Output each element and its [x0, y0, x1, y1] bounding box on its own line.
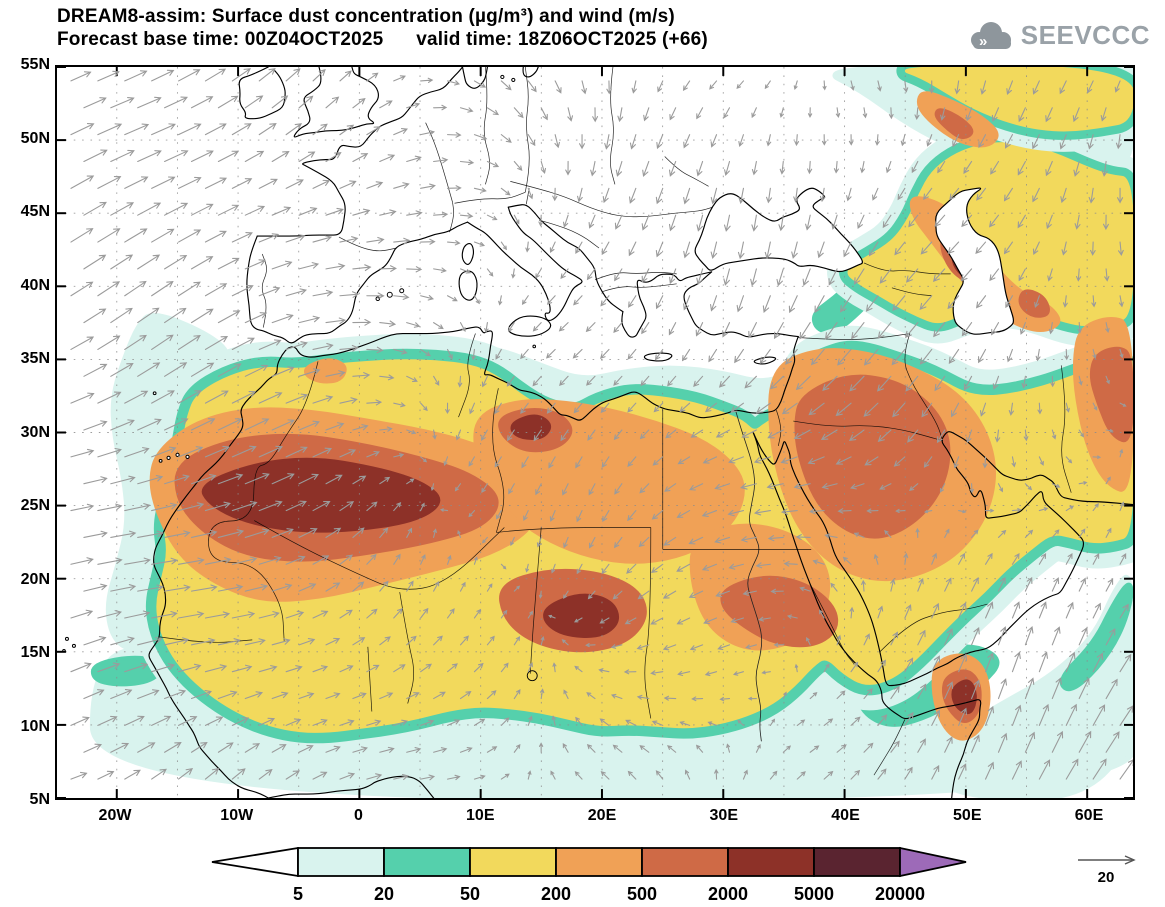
- colorbar-value-label-200: 200: [541, 884, 571, 904]
- colorbar-value-label-20000: 20000: [875, 884, 925, 904]
- colorbar-below-min-arrow: [211, 846, 299, 878]
- lat-tick-label-15N: 15N: [20, 644, 50, 661]
- svg-text:»: »: [979, 33, 987, 50]
- lat-tick-label-40N: 40N: [20, 276, 50, 294]
- lon-tick-label-10E: 10E: [466, 807, 495, 824]
- map-frame: [55, 65, 1135, 800]
- lon-tick-label-40E: 40E: [831, 807, 860, 824]
- lon-tick-label-0: 0: [354, 807, 363, 824]
- lat-tick-label-55N: 55N: [20, 56, 50, 73]
- lon-tick-label-10W: 10W: [220, 807, 254, 824]
- lon-tick-label-20E: 20E: [587, 807, 617, 824]
- lat-tick-label-35N: 35N: [20, 350, 50, 367]
- lon-tick-label-50E: 50E: [953, 807, 982, 824]
- colorbar-value-label-50: 50: [460, 884, 480, 904]
- colorbar-segment-3: [469, 847, 557, 877]
- dust-map: [57, 67, 1133, 798]
- colorbar-value-label-5000: 5000: [794, 884, 834, 904]
- country-borders: [159, 67, 1072, 776]
- wind-reference-arrow-icon: [1078, 855, 1136, 865]
- lat-tick-label-20N: 20N: [20, 570, 50, 588]
- lon-tick-label-30E: 30E: [709, 807, 738, 824]
- wind-reference-value: 20: [1098, 869, 1115, 886]
- lat-tick-label-5N: 5N: [29, 791, 50, 808]
- lat-tick-label-25N: 25N: [20, 497, 50, 514]
- frame-ticks: [57, 67, 1133, 798]
- logo-text: SEEVCCC: [1020, 20, 1150, 50]
- lon-tick-label-20W: 20W: [98, 807, 132, 824]
- colorbar-above-max-arrow: [899, 846, 967, 878]
- colorbar-value-label-500: 500: [627, 884, 657, 904]
- coastlines: [62, 67, 1133, 798]
- colorbar-segment-5: [641, 847, 729, 877]
- colorbar-segment-7: [813, 847, 901, 877]
- colorbar: 5 20 50 200 500 2000 5000 20000: [198, 842, 973, 906]
- lat-tick-label-10N: 10N: [20, 717, 50, 735]
- colorbar-segment-4: [555, 847, 643, 877]
- lat-tick-label-45N: 45N: [20, 203, 50, 220]
- lat-tick-label-30N: 30N: [20, 423, 50, 441]
- page-title: DREAM8-assim: Surface dust concentration…: [57, 6, 675, 27]
- wind-reference: 20: [1072, 850, 1148, 890]
- colorbar-segment-2: [383, 847, 471, 877]
- lat-tick-label-50N: 50N: [20, 129, 50, 147]
- colorbar-value-label-5: 5: [293, 884, 303, 904]
- lon-tick-label-60E: 60E: [1074, 807, 1104, 824]
- colorbar-segment-1: [297, 847, 385, 877]
- colorbar-value-label-20: 20: [374, 884, 394, 904]
- wind-arrows: [70, 67, 1133, 781]
- dust-field: [89, 67, 1133, 798]
- colorbar-value-label-2000: 2000: [708, 884, 748, 904]
- cloud-icon: »: [970, 21, 1011, 50]
- seevccc-logo: » SEEVCCC: [966, 20, 1150, 51]
- colorbar-segment-6: [727, 847, 815, 877]
- page-subtitle: Forecast base time: 00Z04OCT2025 valid t…: [57, 29, 708, 50]
